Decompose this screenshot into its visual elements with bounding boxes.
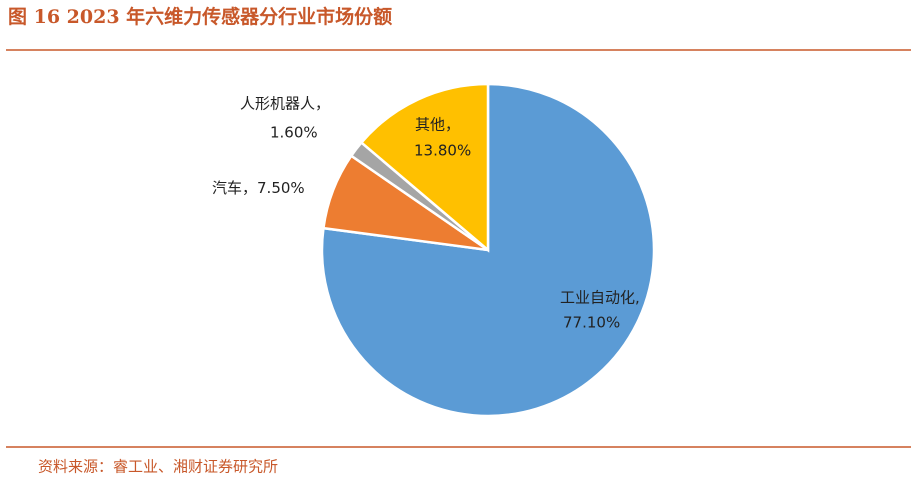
value-label: 1.60% bbox=[270, 124, 318, 142]
value-label: 7.50% bbox=[257, 179, 305, 197]
value-label: 13.80% bbox=[414, 142, 471, 160]
source: 资料来源：睿工业、湘财证券研究所 bbox=[38, 458, 278, 476]
category-label: 工业自动化, bbox=[560, 289, 640, 307]
chart-title: 图 16 2023 年六维力传感器分行业市场份额 bbox=[8, 5, 392, 28]
value-label: 77.10% bbox=[563, 314, 620, 332]
pie-slice bbox=[320, 82, 656, 418]
category-label: 其他， bbox=[415, 116, 460, 134]
category-label: 汽车， bbox=[212, 179, 257, 197]
category-label: 人形机器人， bbox=[240, 95, 330, 113]
slice-label: 汽车，7.50% bbox=[212, 179, 305, 197]
pie-slice bbox=[359, 82, 490, 253]
